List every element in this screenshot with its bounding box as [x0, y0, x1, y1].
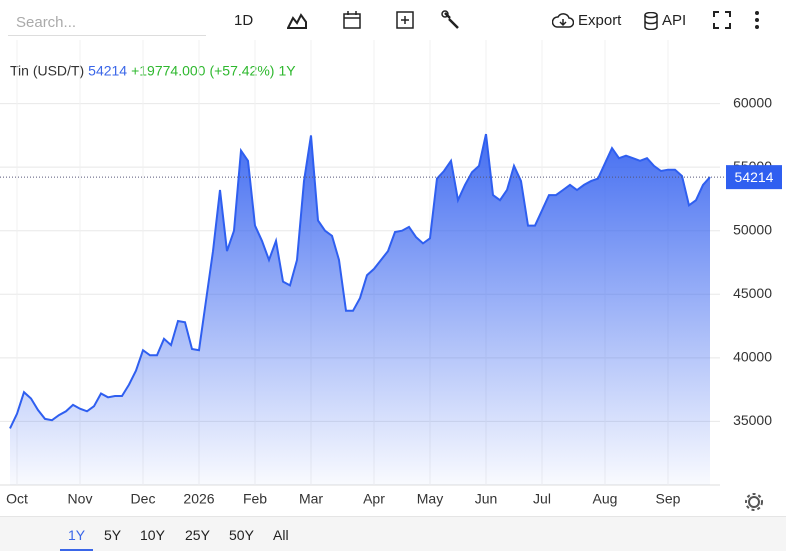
y-tick-label: 60000 [733, 94, 772, 110]
header-change: +19774.000 [131, 63, 206, 79]
api-button[interactable]: API [662, 12, 687, 29]
settings-icon[interactable] [745, 493, 763, 511]
area-fill [10, 134, 710, 485]
compare-icon[interactable] [395, 10, 415, 30]
last-price-tag: 54214 [735, 169, 774, 185]
x-tick-label: Sep [656, 491, 681, 507]
x-tick-label: 2026 [183, 491, 214, 507]
last-price-tag-bg [726, 165, 782, 190]
price-line [9, 133, 711, 429]
instrument-name: Tin (USD/T) [10, 63, 84, 79]
range-button[interactable]: All [273, 527, 289, 543]
fullscreen-icon[interactable] [712, 10, 732, 30]
range-button[interactable]: 1Y [60, 527, 94, 551]
header-period: 1Y [278, 63, 296, 79]
calendar-icon[interactable] [342, 10, 362, 30]
menu-icon[interactable] [752, 10, 762, 30]
y-tick-label: 50000 [733, 221, 772, 237]
x-tick-label: Mar [299, 491, 323, 507]
chart: Tin (USD/T) 54214 +19774.000 (+57.42%) 1… [0, 40, 782, 511]
x-tick-label: Aug [593, 491, 618, 507]
chart-type-icon[interactable] [287, 10, 307, 30]
range-button[interactable]: 25Y [185, 527, 210, 543]
x-tick-label: Jul [533, 491, 551, 507]
export-icon[interactable] [552, 12, 574, 30]
toolbar: Search... 1D Export API [0, 0, 786, 42]
x-tick-label: May [417, 491, 443, 507]
interval-button[interactable]: 1D [234, 12, 254, 29]
y-tick-label: 35000 [733, 412, 772, 428]
x-tick-label: Dec [131, 491, 156, 507]
header-change-percent: (+57.42%) [209, 63, 274, 79]
range-button[interactable]: 5Y [104, 527, 122, 543]
export-button[interactable]: Export [578, 12, 622, 29]
x-tick-label: Oct [6, 491, 28, 507]
search-input[interactable]: Search... [8, 8, 206, 36]
header-last-value: 54214 [88, 63, 127, 79]
api-icon[interactable] [643, 12, 659, 30]
x-tick-label: Feb [243, 491, 267, 507]
x-tick-label: Apr [363, 491, 385, 507]
tools-icon[interactable] [441, 10, 461, 30]
y-tick-label: 45000 [733, 285, 772, 301]
range-bar: 1Y 5Y 10Y 25Y 50Y All [0, 516, 786, 551]
range-button[interactable]: 50Y [229, 527, 254, 543]
x-tick-label: Nov [68, 491, 93, 507]
x-tick-label: Jun [475, 491, 498, 507]
y-tick-label: 40000 [733, 349, 772, 365]
range-button[interactable]: 10Y [140, 527, 165, 543]
